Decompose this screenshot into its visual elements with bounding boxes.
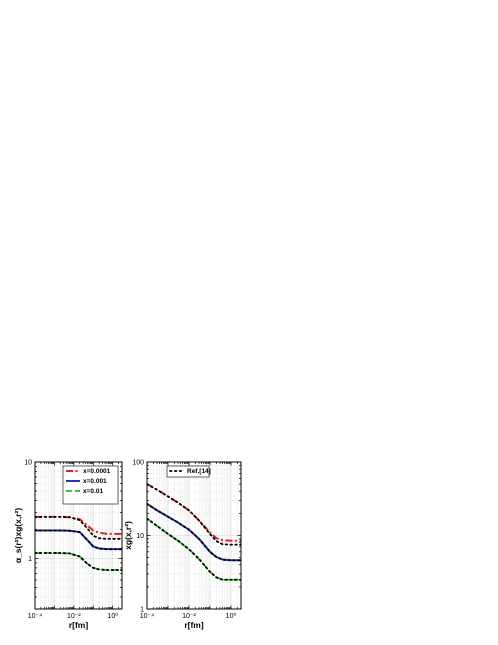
legend-box — [62, 465, 119, 505]
x-tick-label: 10⁻⁴ — [140, 613, 155, 620]
series-line-2 — [35, 529, 122, 551]
chart-panel-1: 10⁻⁴ 10⁻² 10⁰ 1 10 r[fm] α_s(r²)xg(x,r²) x=0.00… — [13, 460, 123, 630]
legend-box — [166, 465, 210, 478]
chart-panel-2: 10⁻⁴ 10⁻² 10⁰ 1 10 100 r[fm] xg(x,r²) Ref.[14] — [123, 460, 242, 630]
y-axis-label: xg(x,r²) — [123, 521, 133, 550]
x-tick-label: 10⁰ — [226, 612, 237, 620]
plot-frame — [146, 461, 242, 610]
series-line-4 — [35, 515, 122, 540]
legend-label: Ref.[14] — [187, 468, 211, 475]
plot-frame — [34, 461, 123, 610]
y-tick-label: 10 — [24, 460, 32, 467]
series-line-5 — [35, 529, 122, 551]
y-tick-label: 1 — [140, 607, 144, 614]
x-axis-label: r[fm] — [184, 620, 204, 630]
series-line-6 — [35, 552, 122, 571]
x-tick-label: 10⁻² — [67, 613, 81, 620]
x-tick-label: 10⁻² — [182, 613, 196, 620]
series-group — [35, 515, 122, 572]
y-axis-label: α_s(r²)xg(x,r²) — [13, 508, 23, 563]
y-tick-label: 10 — [136, 533, 144, 540]
y-tick-label: 100 — [132, 460, 144, 467]
series-line-5 — [147, 502, 241, 562]
series-line-6 — [147, 517, 241, 581]
series-group — [147, 483, 241, 581]
y-tick-label: 1 — [28, 556, 32, 563]
x-tick-label: 10⁻⁴ — [28, 613, 43, 620]
legend-label: x=0.0001 — [83, 468, 111, 475]
x-tick-label: 10⁰ — [107, 612, 118, 620]
series-line-3 — [147, 517, 241, 581]
legend-label: x=0.001 — [83, 478, 107, 485]
series-line-4 — [147, 483, 241, 546]
legend-label: x=0.01 — [83, 488, 103, 495]
x-axis-label: r[fm] — [69, 620, 89, 630]
